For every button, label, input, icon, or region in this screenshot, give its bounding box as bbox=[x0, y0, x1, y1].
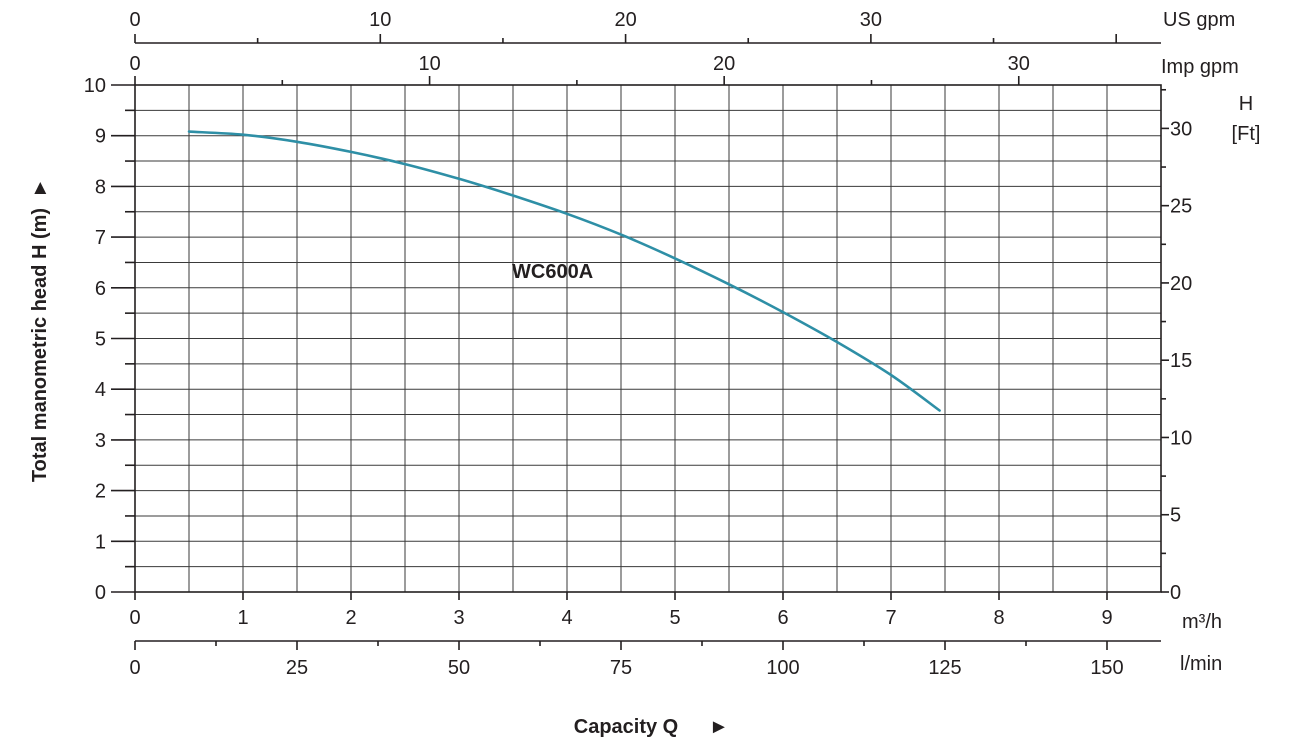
ft-tick-label: 10 bbox=[1170, 427, 1192, 449]
y-tick-label: 6 bbox=[95, 278, 106, 300]
usgpm-tick-label: 30 bbox=[860, 9, 882, 31]
x-tick-label: 1 bbox=[237, 607, 248, 629]
impgpm-tick-label: 0 bbox=[129, 53, 140, 75]
axes bbox=[134, 42, 1162, 642]
y-tick-label: 4 bbox=[95, 379, 106, 401]
y-tick-label: 10 bbox=[84, 75, 106, 97]
y-tick-label: 9 bbox=[95, 126, 106, 148]
y-tick-label: 7 bbox=[95, 227, 106, 249]
x-tick-label: 3 bbox=[453, 607, 464, 629]
x-tick-label: 4 bbox=[561, 607, 572, 629]
x-tick-label: 7 bbox=[885, 607, 896, 629]
series-line-wc600a bbox=[187, 130, 941, 412]
y-tick-label: 1 bbox=[95, 531, 106, 553]
lmin-tick-label: 75 bbox=[610, 657, 632, 679]
usgpm-tick-label: 0 bbox=[129, 9, 140, 31]
x-primary-unit: m³/h bbox=[1182, 611, 1222, 633]
x-axis-title: Capacity Q bbox=[574, 716, 678, 738]
ft-unit-top: H bbox=[1239, 93, 1253, 115]
lmin-unit: l/min bbox=[1180, 653, 1222, 675]
x-tick-label: 9 bbox=[1101, 607, 1112, 629]
lmin-tick-label: 150 bbox=[1090, 657, 1123, 679]
usgpm-unit: US gpm bbox=[1163, 9, 1235, 31]
ft-tick-label: 20 bbox=[1170, 273, 1192, 295]
usgpm-tick-label: 20 bbox=[614, 9, 636, 31]
impgpm-tick-label: 20 bbox=[713, 53, 735, 75]
ft-unit-bottom: [Ft] bbox=[1232, 123, 1261, 145]
usgpm-tick-label: 10 bbox=[369, 9, 391, 31]
y-tick-label: 5 bbox=[95, 329, 106, 351]
y-tick-label: 0 bbox=[95, 582, 106, 604]
y-axis-title: Total manometric head H (m) bbox=[29, 208, 51, 482]
lmin-tick-label: 100 bbox=[766, 657, 799, 679]
grid bbox=[134, 84, 1162, 593]
x-axis-arrow: ► bbox=[709, 716, 729, 738]
y-tick-label: 8 bbox=[95, 176, 106, 198]
x-tick-label: 5 bbox=[669, 607, 680, 629]
curve-label: WC600A bbox=[512, 261, 593, 283]
y-axis-arrow: ► bbox=[29, 178, 51, 198]
ft-tick-label: 25 bbox=[1170, 196, 1192, 218]
ft-tick-label: 5 bbox=[1170, 505, 1181, 527]
lmin-tick-label: 25 bbox=[286, 657, 308, 679]
y-tick-label: 2 bbox=[95, 481, 106, 503]
x-tick-label: 0 bbox=[129, 607, 140, 629]
ft-tick-label: 30 bbox=[1170, 118, 1192, 140]
lmin-tick-label: 50 bbox=[448, 657, 470, 679]
x-tick-label: 2 bbox=[345, 607, 356, 629]
x-tick-label: 6 bbox=[777, 607, 788, 629]
lmin-tick-label: 0 bbox=[129, 657, 140, 679]
impgpm-tick-label: 10 bbox=[418, 53, 440, 75]
y-tick-label: 3 bbox=[95, 430, 106, 452]
lmin-tick-label: 125 bbox=[928, 657, 961, 679]
impgpm-unit: Imp gpm bbox=[1161, 56, 1239, 78]
x-tick-label: 8 bbox=[993, 607, 1004, 629]
ft-tick-label: 0 bbox=[1170, 582, 1181, 604]
curve-layer bbox=[187, 130, 941, 412]
impgpm-tick-label: 30 bbox=[1008, 53, 1030, 75]
ft-tick-label: 15 bbox=[1170, 350, 1192, 372]
